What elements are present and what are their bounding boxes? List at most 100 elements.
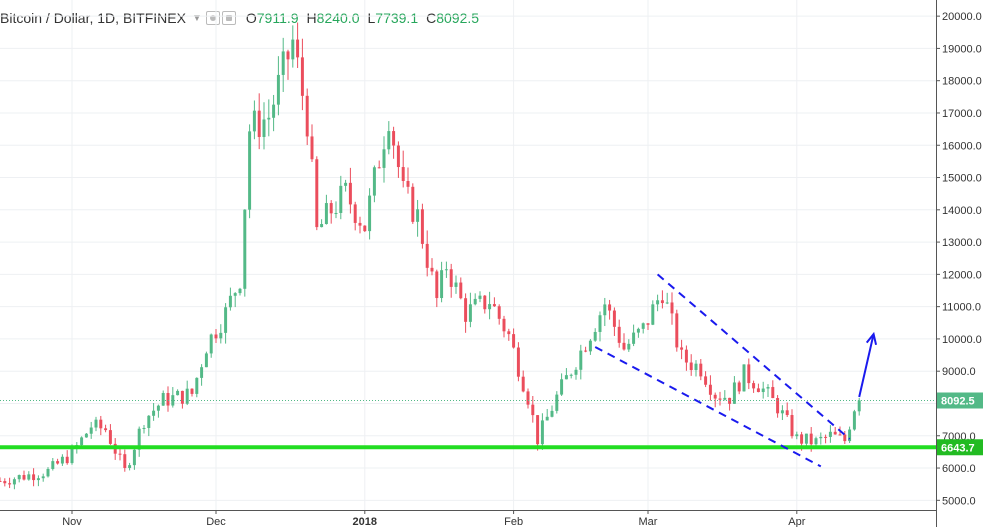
candle: [132, 446, 136, 470]
candle-body: [22, 475, 26, 480]
candle-body: [814, 438, 818, 445]
candle-body: [492, 304, 496, 307]
candle-body: [795, 434, 799, 437]
dropdown-caret-icon[interactable]: ▼: [191, 12, 202, 24]
candle-body: [377, 167, 381, 169]
candle-body: [550, 410, 554, 417]
support-tag: 6643.7: [937, 439, 983, 456]
candle-body: [238, 288, 242, 294]
candle: [324, 194, 328, 225]
candle: [540, 413, 544, 450]
candle-body: [742, 364, 746, 392]
candle-body: [204, 353, 208, 368]
candle-body: [689, 362, 693, 371]
candle-body: [756, 388, 760, 393]
candle: [348, 167, 352, 214]
candle-body: [819, 436, 823, 439]
candle-body: [70, 447, 74, 464]
y-tick-label: 13000.0: [942, 237, 982, 249]
candle-body: [478, 295, 482, 299]
symbol-title[interactable]: Bitcoin / Dollar, 1D, BITFINEX: [0, 10, 186, 26]
candle-body: [372, 167, 376, 196]
candle-body: [200, 367, 204, 378]
candle-body: [209, 334, 213, 354]
candle-body: [723, 397, 727, 400]
x-tick-label: Apr: [788, 516, 805, 527]
x-tick-label: Mar: [639, 516, 658, 527]
candle-body: [358, 222, 362, 226]
candle: [660, 290, 664, 309]
candle: [804, 433, 808, 447]
candle-body: [545, 416, 549, 421]
candle: [728, 397, 732, 411]
arrow-head: [865, 331, 878, 346]
candle: [238, 287, 242, 296]
candle: [512, 328, 516, 349]
candle-body: [622, 342, 626, 350]
candle: [492, 297, 496, 307]
candle: [440, 261, 444, 303]
price-axis: [936, 0, 984, 527]
candle: [569, 373, 573, 379]
candle: [108, 424, 112, 445]
candle: [598, 311, 602, 342]
candle-body: [262, 119, 266, 137]
open-value: 7911.9: [256, 10, 299, 26]
candle-body: [324, 203, 328, 225]
y-tick-label: 15000.0: [942, 173, 982, 185]
candle: [195, 377, 199, 398]
candle: [560, 373, 564, 396]
candle: [766, 384, 770, 397]
candle: [536, 415, 540, 451]
candle: [84, 433, 88, 438]
candle-body: [243, 209, 247, 289]
eye-icon[interactable]: [205, 11, 220, 25]
candle: [612, 307, 616, 336]
high-value: 8240.0: [316, 10, 360, 26]
candle: [785, 402, 789, 417]
candle-body: [632, 332, 636, 344]
candle-body: [651, 304, 655, 325]
close-value: 8092.5: [436, 10, 480, 26]
candle: [401, 150, 405, 188]
candle: [411, 183, 415, 224]
candle: [584, 346, 588, 353]
candle-body: [670, 302, 674, 314]
candle: [632, 324, 636, 347]
candle: [819, 432, 823, 445]
candle-body: [468, 304, 472, 322]
candle-body: [286, 51, 290, 60]
candle-body: [368, 195, 372, 232]
candle: [329, 200, 333, 224]
candle-body: [320, 224, 324, 228]
low-value: 7739.1: [375, 10, 419, 26]
candle: [281, 37, 285, 92]
candle-body: [27, 474, 31, 480]
y-tick-label: 16000.0: [942, 140, 982, 152]
candle-body: [684, 349, 688, 363]
candle: [704, 371, 708, 388]
candle: [848, 426, 852, 444]
candle-body: [3, 481, 7, 484]
candle: [651, 300, 655, 326]
gear-icon[interactable]: [221, 11, 236, 25]
candle: [488, 291, 492, 320]
candle-body: [296, 39, 300, 58]
candle-body: [430, 267, 434, 272]
candle-body: [300, 57, 304, 96]
candle-body: [459, 282, 463, 299]
candles: [0, 22, 861, 490]
candle: [377, 160, 381, 169]
candle-body: [790, 415, 794, 437]
candle: [291, 25, 295, 68]
candle-body: [305, 95, 309, 137]
candle-body: [80, 437, 84, 446]
candle-body: [60, 456, 64, 464]
candle: [656, 294, 660, 312]
candle: [392, 126, 396, 159]
candle: [718, 391, 722, 406]
candle: [761, 381, 765, 399]
candle: [252, 100, 256, 140]
candle: [857, 397, 861, 416]
